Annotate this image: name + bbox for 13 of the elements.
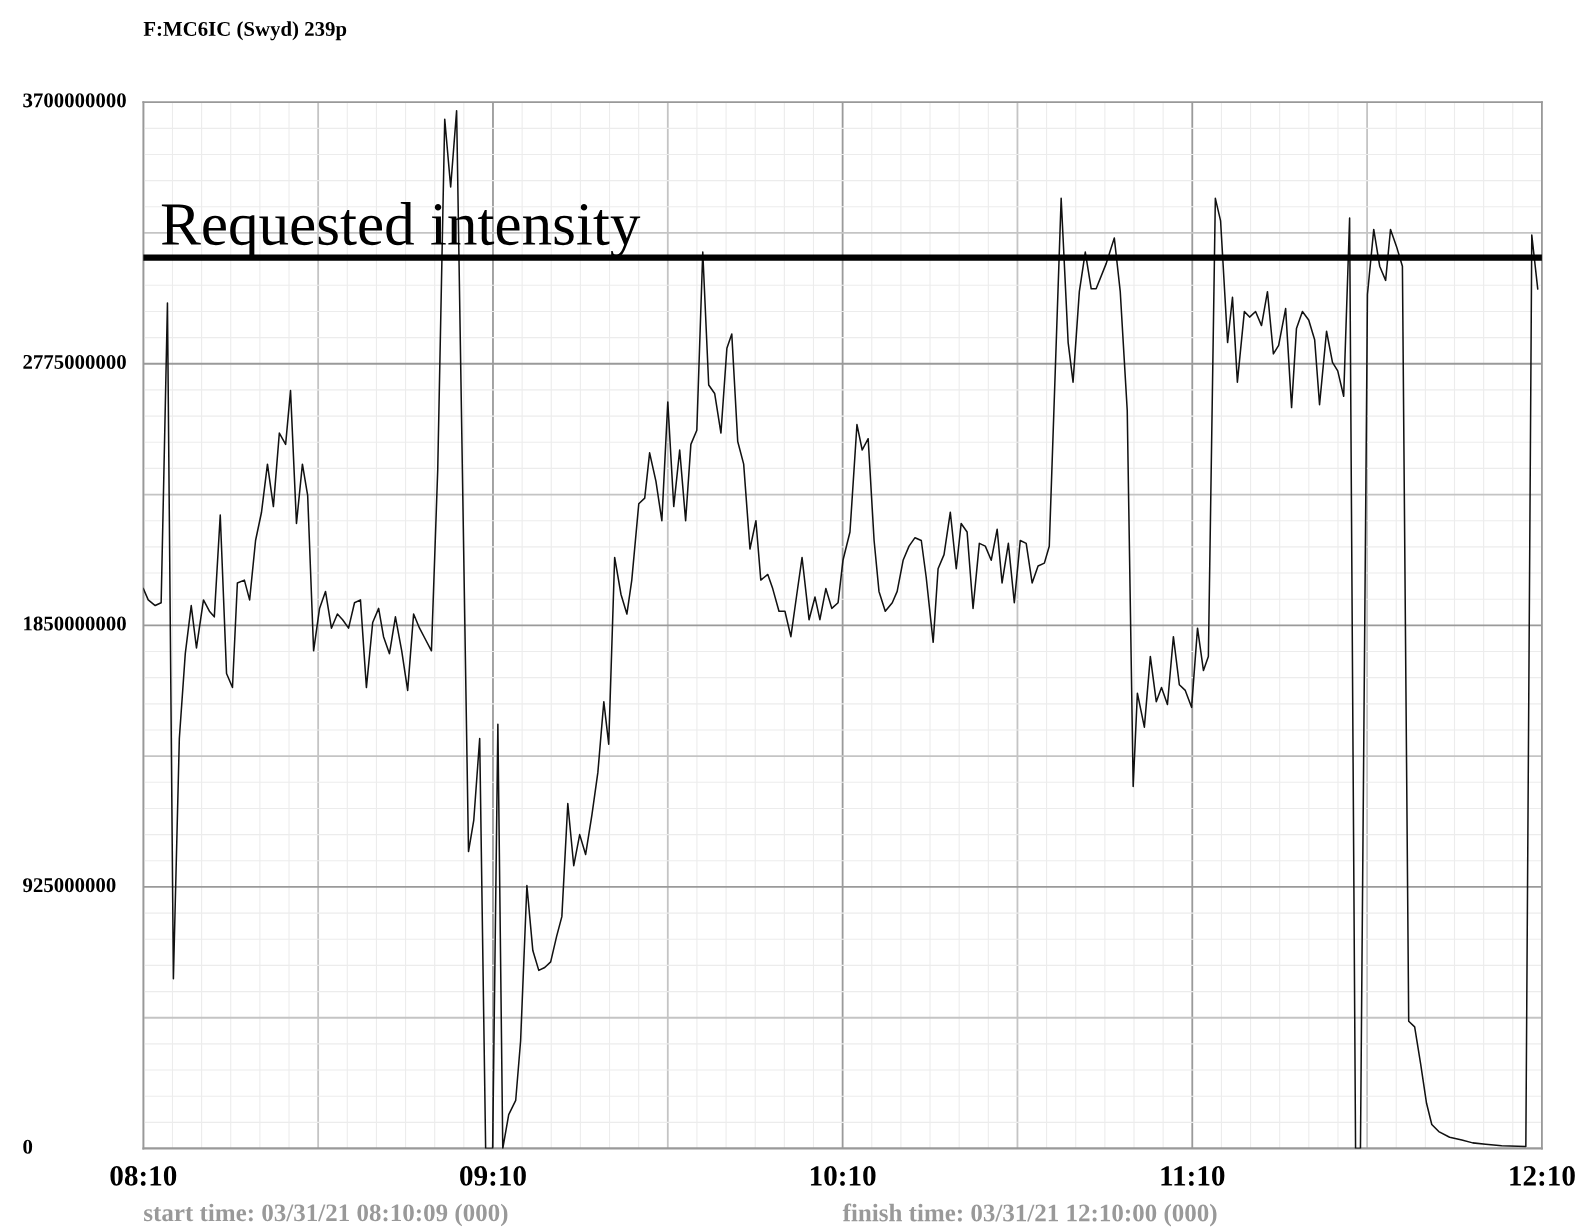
text: start time: 03/31/21 08:10:09 (000) — [144, 1203, 508, 1227]
x-tick-label: 11:10 — [1161, 1166, 1225, 1186]
y-tick-label: 2775000000 — [23, 354, 126, 369]
y-tick-label: 0 — [23, 1139, 33, 1154]
x-tick-label: 08:10 — [110, 1166, 177, 1186]
x-tick-label: 10:10 — [810, 1166, 876, 1186]
text: finish time: 03/31/21 12:10:00 (000) — [842, 1203, 1217, 1227]
x-tick-label: 12:10 — [1510, 1166, 1575, 1186]
y-tick-label: 925000000 — [23, 878, 116, 893]
x-tick-label: 09:10 — [460, 1166, 526, 1186]
y-tick-label: 3700000000 — [23, 93, 126, 108]
chart-title: F:MC6IC (Swyd) 239p — [143, 21, 347, 41]
y-tick-label: 1850000000 — [24, 616, 126, 631]
